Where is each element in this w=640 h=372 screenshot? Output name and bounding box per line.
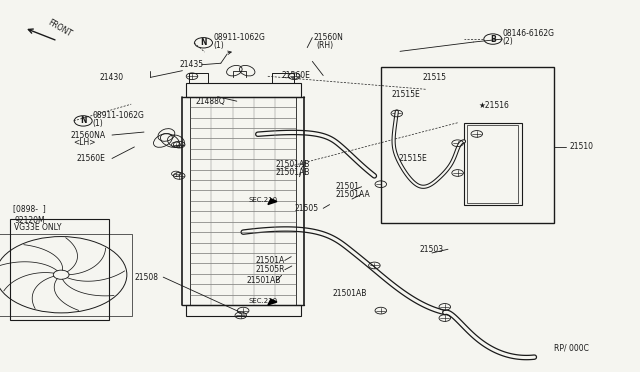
Polygon shape [268,299,277,305]
Bar [186,83,301,97]
Text: 21501AB: 21501AB [275,169,310,177]
Text: VG33E ONLY: VG33E ONLY [14,223,61,232]
Text: (RH): (RH) [317,41,334,50]
Text: [0898-  ]: [0898- ] [13,204,45,213]
Text: (1): (1) [213,41,224,50]
Text: 21501AA: 21501AA [336,190,371,199]
Text: 21505: 21505 [294,204,319,213]
Bar [381,67,554,223]
Text: 21560N: 21560N [314,33,344,42]
Text: 08911-1062G: 08911-1062G [93,111,145,120]
Bar [464,123,522,205]
Text: 21488Q: 21488Q [195,97,225,106]
Text: 21560E: 21560E [282,71,310,80]
Text: (1): (1) [93,119,104,128]
Text: 21501: 21501 [336,182,360,191]
Text: 21560E: 21560E [77,154,106,163]
Text: N: N [200,38,207,47]
Text: 21510: 21510 [570,142,594,151]
Text: 08146-6162G: 08146-6162G [502,29,554,38]
Text: 21430: 21430 [99,73,124,82]
Bar [0,234,132,316]
Text: <LH>: <LH> [74,138,96,147]
Text: 21505R: 21505R [255,265,285,274]
Text: FRONT: FRONT [46,17,73,38]
Text: SEC.210: SEC.210 [248,197,278,203]
Text: 08911-1062G: 08911-1062G [213,33,265,42]
Text: 21501AB: 21501AB [333,289,367,298]
Text: 21501A: 21501A [255,256,285,265]
Text: RP/ 000C: RP/ 000C [554,343,588,352]
Text: B: B [490,35,495,44]
Text: 92120M: 92120M [14,216,45,225]
Text: (2): (2) [502,37,513,46]
Text: 21515E: 21515E [398,154,427,163]
Bar [10,219,109,320]
Bar [186,305,301,316]
Text: 21501AB: 21501AB [275,160,310,169]
Text: SEC.210: SEC.210 [248,298,278,304]
Bar [467,125,518,203]
Text: 21435: 21435 [179,60,204,69]
Text: 21508: 21508 [134,273,159,282]
Text: N: N [80,116,86,125]
Text: ★21516: ★21516 [478,101,509,110]
Polygon shape [268,199,277,205]
Text: 21515E: 21515E [392,90,420,99]
Text: 21515: 21515 [422,73,447,81]
Text: 21503: 21503 [419,245,444,254]
Text: 21501AB: 21501AB [246,276,281,285]
Text: 21560NA: 21560NA [70,131,106,140]
